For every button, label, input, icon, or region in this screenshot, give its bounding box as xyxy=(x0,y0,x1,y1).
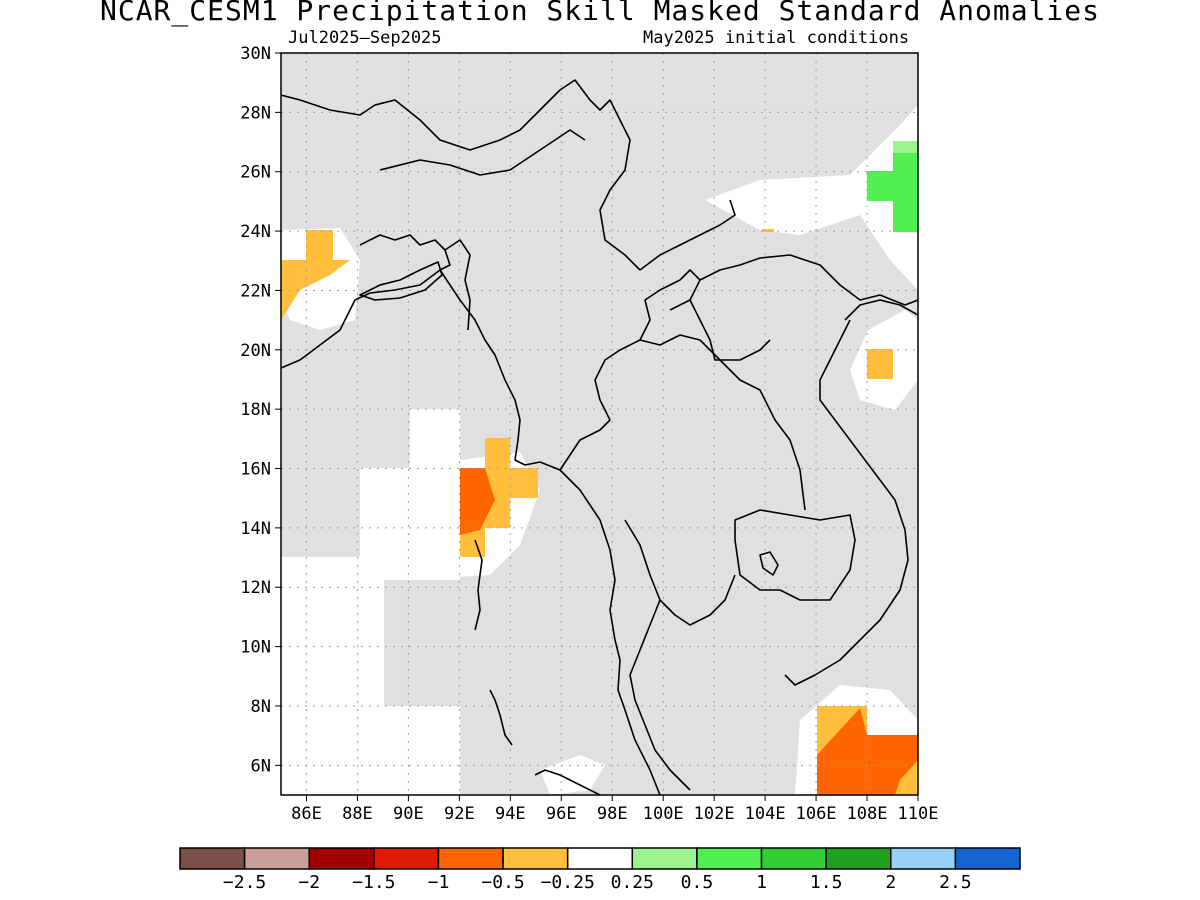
himalaya-border xyxy=(281,79,641,271)
colorbar-label: 0.5 xyxy=(681,872,714,893)
lon-tick-label: 106E xyxy=(796,804,837,824)
nicobar-islands xyxy=(489,689,513,746)
colorbar: −2.5 −2 −1.5 −1 −0.5 −0.25 0.25 0.5 1 1.5 2 2.5 xyxy=(179,847,1021,893)
colorbar-swatch xyxy=(890,847,957,870)
axis-ticks xyxy=(275,52,919,801)
colorbar-label: 2 xyxy=(885,872,896,893)
anomaly-cell-china-green xyxy=(867,141,918,232)
hainan-china-coast xyxy=(844,299,918,321)
colorbar-swatch xyxy=(179,847,246,870)
lon-tick-label: 110E xyxy=(898,804,939,824)
colorbar-swatch xyxy=(373,847,440,870)
lat-tick-label: 30N xyxy=(240,44,271,64)
colorbar-label: −2 xyxy=(298,872,320,893)
colorbar-label: −0.5 xyxy=(481,872,524,893)
lon-tick-label: 96E xyxy=(546,804,577,824)
colorbar-swatch xyxy=(825,847,892,870)
lon-tick-label: 102E xyxy=(694,804,735,824)
sundarbans-delta xyxy=(359,261,443,301)
masked-area xyxy=(281,53,918,795)
anomaly-cell-bay-dark xyxy=(460,468,495,535)
init-conditions-label: May2025 initial conditions xyxy=(643,28,910,48)
lon-tick-label: 100E xyxy=(643,804,684,824)
india-east-coast xyxy=(281,269,541,466)
peninsula-east-coast xyxy=(629,599,691,791)
laos-vietnam-border xyxy=(699,254,918,306)
lat-tick-label: 20N xyxy=(240,341,271,361)
map-frame xyxy=(280,52,919,796)
lat-tick-label: 24N xyxy=(240,222,271,242)
lon-tick-label: 88E xyxy=(342,804,373,824)
lat-tick-label: 8N xyxy=(251,697,271,717)
malay-coast xyxy=(534,769,601,795)
lat-tick-label: 16N xyxy=(240,460,271,480)
lat-tick-label: 6N xyxy=(251,756,271,776)
anomaly-cell-china-lightgreen xyxy=(893,141,918,153)
vietnam-coast xyxy=(784,319,909,686)
cambodia-border xyxy=(734,509,856,601)
colorbar-label: 2.5 xyxy=(939,872,972,893)
coastlines-borders xyxy=(281,79,918,795)
lon-tick-label: 92E xyxy=(444,804,475,824)
anomaly-cell-tonkin xyxy=(867,349,893,379)
colorbar-swatch xyxy=(308,847,375,870)
bangladesh-border xyxy=(359,234,451,271)
thailand-gulf-coast xyxy=(624,519,736,626)
lat-tick-label: 22N xyxy=(240,281,271,301)
colorbar-swatch xyxy=(437,847,504,870)
map-plot-area xyxy=(281,53,918,795)
colorbar-label: −1.5 xyxy=(352,872,395,893)
colorbar-swatch xyxy=(696,847,763,870)
lon-tick-label: 104E xyxy=(745,804,786,824)
chart-title: NCAR_CESM1 Precipitation Skill Masked St… xyxy=(99,0,1100,27)
myanmar-thailand-border xyxy=(539,269,701,471)
colorbar-label: 1 xyxy=(756,872,767,893)
anomaly-cell-south-china-sea-dark xyxy=(817,708,918,795)
colorbar-swatch xyxy=(631,847,698,870)
colorbar-swatch xyxy=(566,847,634,870)
colorbar-label: −0.25 xyxy=(541,872,595,893)
longitude-axis-labels: 86E 88E 90E 92E 94E 96E 98E 100E 102E 104E 106E 108… xyxy=(291,804,938,824)
andaman-islands xyxy=(474,539,483,631)
myanmar-west-border xyxy=(444,239,471,331)
northeast-india-border xyxy=(379,129,586,176)
latitude-axis-labels: 6N 8N 10N 12N 14N 16N 18N 20N 22N 24N 26N 28N 30N xyxy=(240,44,271,776)
lat-tick-label: 28N xyxy=(240,103,271,123)
colorbar-label: 0.25 xyxy=(611,872,654,893)
lon-tick-label: 98E xyxy=(597,804,628,824)
china-tibet-border xyxy=(639,199,736,271)
lat-tick-label: 18N xyxy=(240,400,271,420)
season-label: Jul2025—Sep2025 xyxy=(288,28,442,48)
west-ocean-white-block xyxy=(281,409,460,795)
malay-white-patch xyxy=(540,755,605,795)
anomaly-cell-bengal xyxy=(281,230,350,320)
lon-tick-label: 108E xyxy=(847,804,888,824)
colorbar-label: 1.5 xyxy=(810,872,843,893)
laos-inner-border xyxy=(689,299,771,361)
lat-tick-label: 26N xyxy=(240,163,271,183)
anomaly-cell-china-small xyxy=(762,229,774,232)
colorbar-swatch xyxy=(243,847,310,870)
tonle-sap xyxy=(759,551,779,576)
peninsula-west-coast xyxy=(559,469,661,795)
colorbar-label: −2.5 xyxy=(223,872,266,893)
china-white-patch xyxy=(705,105,918,290)
lon-tick-label: 90E xyxy=(393,804,424,824)
lat-tick-label: 12N xyxy=(240,578,271,598)
lon-tick-label: 86E xyxy=(291,804,322,824)
lat-tick-label: 10N xyxy=(240,638,271,658)
colorbar-label: −1 xyxy=(428,872,450,893)
colorbar-swatch xyxy=(502,847,569,870)
lon-tick-label: 94E xyxy=(495,804,526,824)
colorbar-swatch xyxy=(760,847,827,870)
colorbar-swatch xyxy=(954,847,1021,870)
lat-tick-label: 14N xyxy=(240,519,271,539)
thailand-laos-border xyxy=(639,334,806,511)
